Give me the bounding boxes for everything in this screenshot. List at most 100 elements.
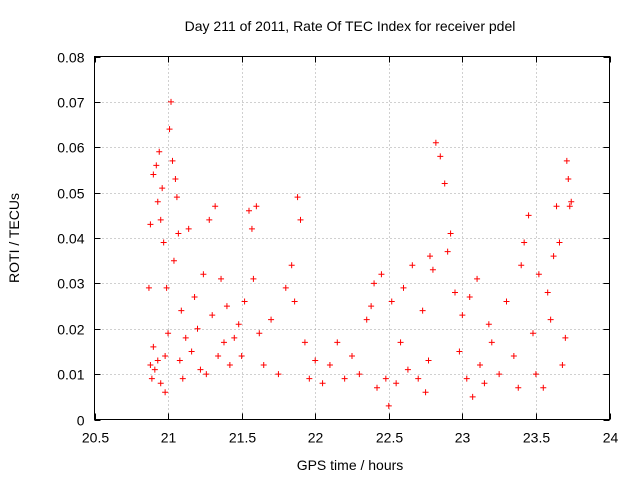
data-point [212,203,219,210]
y-tick-label: 0.03 [57,276,84,292]
data-point [248,225,255,232]
data-point [151,366,158,373]
data-point [525,212,532,219]
data-point [203,371,210,378]
data-point [246,207,252,214]
data-point [156,148,163,155]
data-point [179,375,186,382]
data-point [170,257,177,264]
data-point [459,312,466,319]
data-point [463,375,470,382]
y-tick-labels: 0 0.01 0.02 0.03 0.04 0.05 0.06 0.07 0.08 [57,50,84,429]
data-point [563,157,570,164]
data-point [515,384,522,391]
x-tick-label: 23 [455,430,471,446]
x-tick-labels: 20.5 21 21.5 22 22.5 23 23.5 24 [82,430,619,446]
data-point [275,371,282,378]
data-point [223,303,230,310]
data-point [447,230,454,237]
data-point [154,198,161,205]
y-tick-label: 0 [77,413,85,429]
y-tick-label: 0.08 [57,50,84,66]
data-point [553,203,560,210]
data-point [488,339,495,346]
data-point [441,180,448,187]
data-point [481,380,488,387]
data-point [200,271,207,278]
data-point [341,375,348,382]
data-point [510,352,517,359]
data-point [363,316,370,323]
data-point [301,339,308,346]
data-point [294,194,301,201]
x-tick-label: 22 [308,430,324,446]
data-point [168,98,175,105]
data-point [153,162,160,169]
x-tick-label: 21 [161,430,177,446]
data-point [393,380,400,387]
data-point [256,330,263,337]
data-point [297,216,304,223]
data-point [466,293,473,300]
data-point [388,298,395,305]
data-point [197,366,204,373]
y-tick-label: 0.04 [57,231,84,247]
data-point [544,289,551,296]
data-point [238,352,245,359]
data-point [282,284,289,291]
data-point [409,262,416,269]
data-point [226,362,233,369]
data-point [550,253,557,260]
data-point [385,402,392,409]
data-point [185,225,192,232]
data-point [150,343,157,350]
data-point [312,357,319,364]
data-point [503,298,510,305]
data-point [215,352,222,359]
data-point [568,198,575,205]
x-axis-label: GPS time / hours [297,457,404,473]
data-point [319,380,326,387]
data-point [556,239,563,246]
plot-frame [94,56,610,420]
data-point [220,339,227,346]
data-point [178,307,185,314]
data-point [349,352,355,359]
data-point [231,334,238,341]
data-point [469,393,476,400]
data-point [165,330,172,337]
data-point [253,203,260,210]
data-point [157,380,164,387]
data-point [218,275,225,282]
data-point [157,216,164,223]
data-point [566,203,573,210]
data-point [175,230,182,237]
data-point [194,325,201,332]
data-point [378,271,385,278]
data-point [162,389,169,396]
axis-ticks [94,56,611,421]
x-tick-label: 24 [603,430,619,446]
data-point [429,266,436,273]
data-point [145,284,152,291]
data-point [326,362,333,369]
data-point [334,339,341,346]
chart-title: Day 211 of 2011, Rate Of TEC Index for r… [185,18,516,34]
data-point [382,375,389,382]
data-point [521,239,528,246]
data-point [496,371,503,378]
data-point [432,139,439,146]
data-point [404,366,411,373]
data-point [306,375,313,382]
data-point [535,271,542,278]
y-tick-label: 0.05 [57,186,84,202]
data-point [559,362,566,369]
data-point [371,280,378,287]
data-point [166,126,173,133]
x-tick-label: 20.5 [82,430,109,446]
data-point [477,362,484,369]
x-tick-label: 23.5 [523,430,550,446]
data-point [206,216,213,223]
